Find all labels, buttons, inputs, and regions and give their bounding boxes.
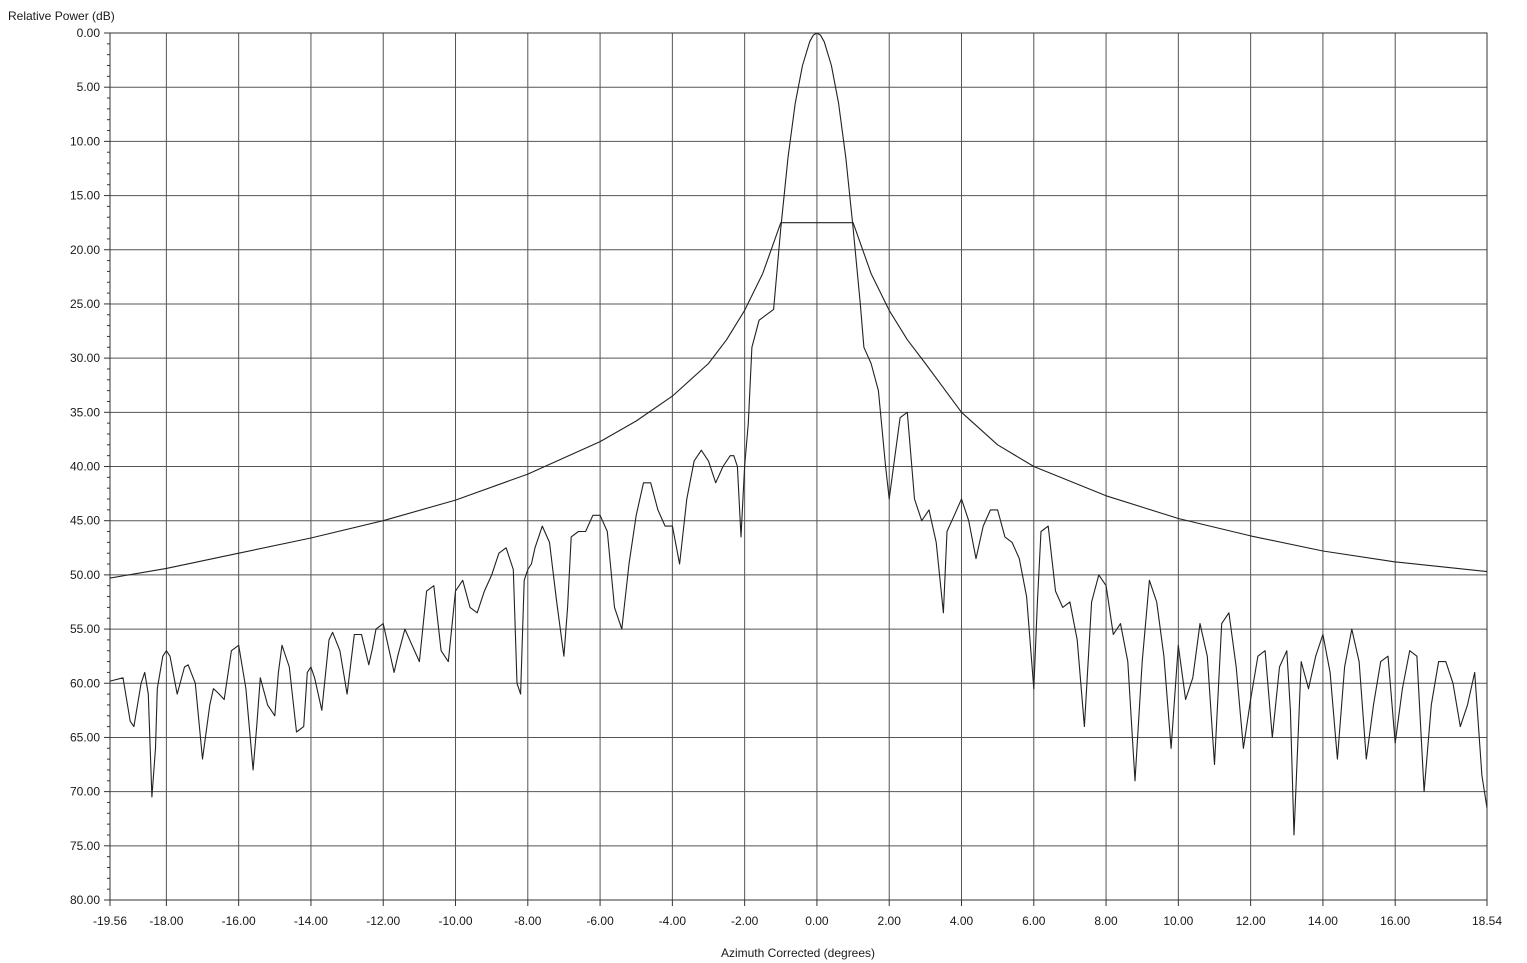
x-tick-label: 2.00 <box>878 914 902 928</box>
y-tick-label: 75.00 <box>70 839 100 853</box>
grid-lines <box>109 32 1488 901</box>
plot-frame <box>109 32 1488 901</box>
y-tick-label: 80.00 <box>70 893 100 907</box>
y-tick-label: 20.00 <box>70 243 100 257</box>
series-line-3 <box>109 228 782 798</box>
y-tick-label: 55.00 <box>70 622 100 636</box>
y-tick-label: 60.00 <box>70 676 100 690</box>
y-tick-label: 70.00 <box>70 785 100 799</box>
series-line-4 <box>852 228 1488 836</box>
series-line-1 <box>109 222 1488 579</box>
x-tick-label: -16.00 <box>222 914 256 928</box>
x-tick-label: 14.00 <box>1308 914 1338 928</box>
y-tick-label: 30.00 <box>70 351 100 365</box>
y-tick-label: 45.00 <box>70 514 100 528</box>
y-tick-labels: 0.00 5.00 10.00 15.00 20.00 25.00 30.00 35.00 40… <box>70 26 100 907</box>
x-tick-label: -12.00 <box>366 914 400 928</box>
y-tick-label: 25.00 <box>70 297 100 311</box>
x-tick-label: 16.00 <box>1380 914 1410 928</box>
x-tick-label: -18.00 <box>149 914 183 928</box>
x-tick-label: -14.00 <box>294 914 328 928</box>
x-tick-label: -6.00 <box>586 914 614 928</box>
y-tick-label: 40.00 <box>70 460 100 474</box>
x-tick-label: 8.00 <box>1094 914 1118 928</box>
series-layer <box>109 32 1488 836</box>
x-tick-labels: -19.56 -18.00 -16.00 -14.00 -12.00 -10.00 -8.0… <box>93 914 1502 928</box>
x-tick-label: 4.00 <box>950 914 974 928</box>
x-tick-label: 18.54 <box>1472 914 1502 928</box>
y-tick-label: 15.00 <box>70 189 100 203</box>
y-tick-label: 35.00 <box>70 405 100 419</box>
x-tick-label: 0.00 <box>805 914 829 928</box>
y-tick-label: 0.00 <box>77 26 101 40</box>
x-tick-label: -19.56 <box>93 914 127 928</box>
x-tick-label: 6.00 <box>1022 914 1046 928</box>
y-tick-label: 50.00 <box>70 568 100 582</box>
axis-ticks <box>104 32 1488 906</box>
x-axis-title: Azimuth Corrected (degrees) <box>721 946 875 960</box>
y-tick-label: 5.00 <box>77 80 101 94</box>
x-tick-label: -10.00 <box>438 914 472 928</box>
x-tick-label: -8.00 <box>514 914 542 928</box>
x-tick-label: -2.00 <box>731 914 759 928</box>
y-axis-title: Relative Power (dB) <box>8 9 115 23</box>
x-tick-label: 10.00 <box>1163 914 1193 928</box>
x-tick-label: -4.00 <box>659 914 687 928</box>
x-tick-label: 12.00 <box>1236 914 1266 928</box>
series-line-2 <box>780 32 854 229</box>
y-tick-label: 65.00 <box>70 730 100 744</box>
y-tick-label: 10.00 <box>70 134 100 148</box>
